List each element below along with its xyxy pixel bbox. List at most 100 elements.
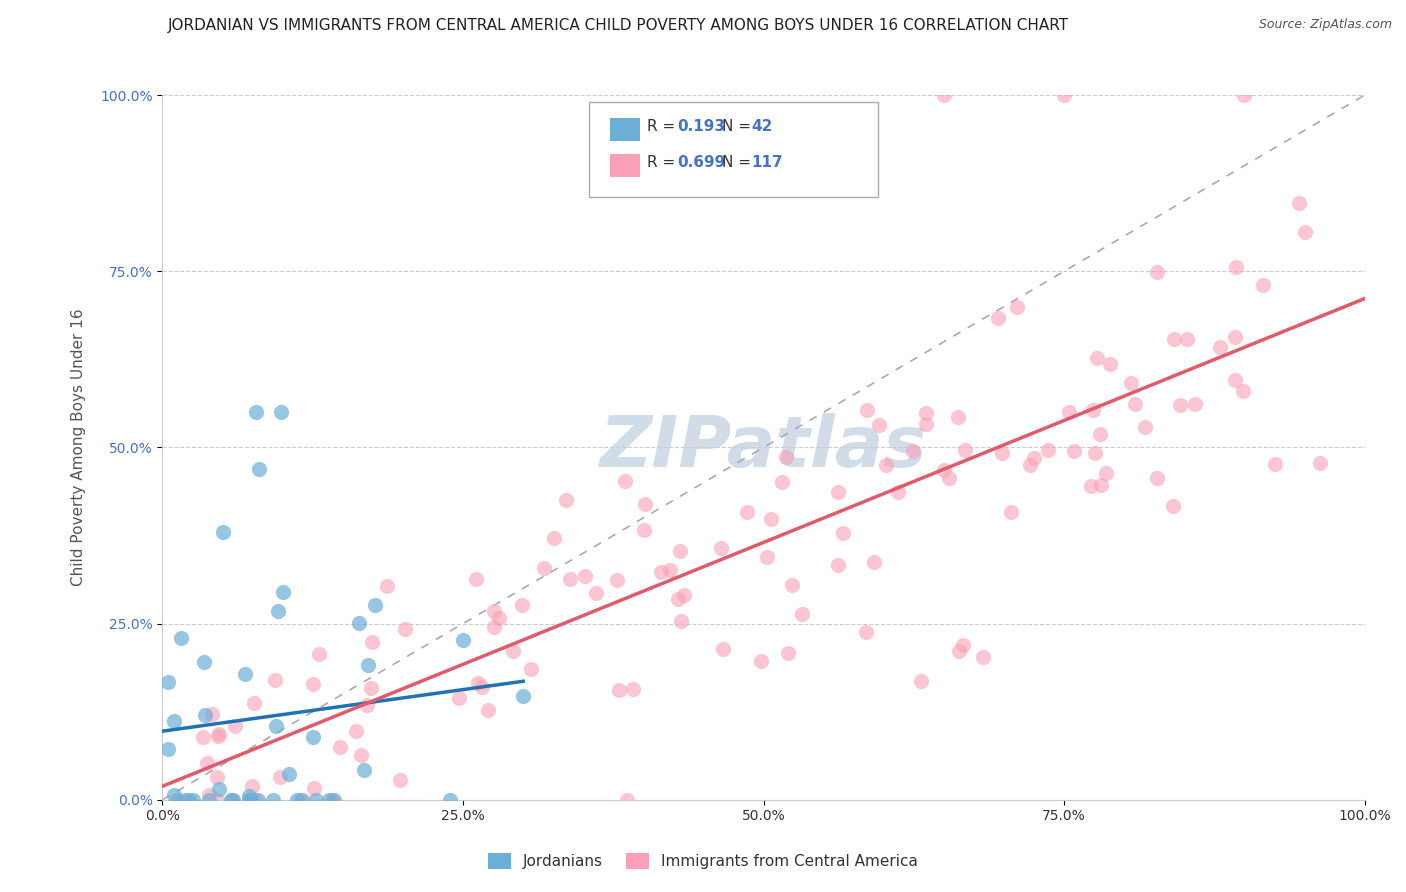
Text: N =: N = bbox=[721, 155, 751, 170]
Point bbox=[1053, 88, 1076, 103]
Point bbox=[1232, 384, 1254, 398]
Point bbox=[1184, 397, 1206, 411]
FancyBboxPatch shape bbox=[589, 103, 877, 197]
Point bbox=[735, 505, 758, 519]
Point bbox=[633, 523, 655, 537]
Point bbox=[193, 655, 215, 669]
Point bbox=[394, 622, 416, 636]
Point bbox=[465, 572, 488, 586]
Point bbox=[240, 793, 263, 807]
Point bbox=[1146, 471, 1168, 485]
Point bbox=[449, 690, 471, 705]
Point bbox=[1080, 479, 1102, 493]
Point bbox=[302, 780, 325, 795]
Point bbox=[991, 446, 1014, 460]
Point bbox=[555, 493, 578, 508]
Point bbox=[197, 789, 219, 803]
Point bbox=[938, 471, 960, 485]
Point bbox=[363, 598, 385, 612]
Point bbox=[1063, 444, 1085, 458]
Point bbox=[792, 607, 814, 621]
Point bbox=[510, 598, 533, 612]
Point bbox=[238, 789, 260, 803]
Point bbox=[606, 573, 628, 587]
Point bbox=[177, 793, 200, 807]
Point bbox=[1288, 195, 1310, 210]
Text: Source: ZipAtlas.com: Source: ZipAtlas.com bbox=[1258, 18, 1392, 31]
Point bbox=[193, 730, 215, 744]
Point bbox=[827, 484, 849, 499]
Point bbox=[621, 681, 644, 696]
Point bbox=[1161, 499, 1184, 513]
Point bbox=[955, 442, 977, 457]
Text: JORDANIAN VS IMMIGRANTS FROM CENTRAL AMERICA CHILD POVERTY AMONG BOYS UNDER 16 C: JORDANIAN VS IMMIGRANTS FROM CENTRAL AME… bbox=[169, 18, 1069, 33]
Text: 117: 117 bbox=[752, 155, 783, 170]
Point bbox=[181, 793, 204, 807]
Point bbox=[1095, 466, 1118, 480]
Point bbox=[1121, 376, 1143, 390]
Point bbox=[290, 793, 312, 807]
Point bbox=[353, 763, 375, 777]
Point bbox=[776, 646, 799, 660]
Point bbox=[270, 405, 292, 419]
Text: ZIPatlas: ZIPatlas bbox=[600, 413, 928, 482]
Point bbox=[658, 563, 681, 577]
Point bbox=[1007, 301, 1029, 315]
Point bbox=[201, 706, 224, 721]
Point bbox=[543, 531, 565, 545]
Point bbox=[267, 604, 290, 618]
Point bbox=[669, 614, 692, 628]
Point bbox=[329, 740, 352, 755]
Point bbox=[1163, 332, 1185, 346]
Text: 42: 42 bbox=[752, 120, 773, 135]
Point bbox=[318, 793, 340, 807]
Point bbox=[574, 569, 596, 583]
Text: R =: R = bbox=[647, 155, 675, 170]
Point bbox=[868, 417, 890, 432]
Point bbox=[932, 463, 955, 477]
Point bbox=[1123, 397, 1146, 411]
Text: N =: N = bbox=[721, 120, 751, 135]
Point bbox=[1000, 505, 1022, 519]
Point bbox=[470, 680, 492, 694]
Point bbox=[243, 696, 266, 710]
Point bbox=[827, 558, 849, 573]
Point bbox=[710, 541, 733, 555]
Point bbox=[262, 793, 284, 807]
Point bbox=[346, 724, 368, 739]
Point bbox=[166, 793, 188, 807]
Point bbox=[208, 726, 231, 740]
Point bbox=[1099, 357, 1122, 371]
Point bbox=[194, 707, 217, 722]
Point bbox=[614, 475, 637, 489]
Point bbox=[1024, 450, 1046, 465]
Point bbox=[205, 770, 228, 784]
Point bbox=[952, 638, 974, 652]
Point bbox=[347, 615, 370, 630]
Point bbox=[1251, 278, 1274, 293]
Point bbox=[585, 586, 607, 600]
Point bbox=[360, 635, 382, 649]
Point bbox=[235, 667, 257, 681]
Point bbox=[756, 550, 779, 565]
Point bbox=[558, 572, 581, 586]
Point bbox=[914, 406, 936, 420]
Point bbox=[277, 766, 299, 780]
Point bbox=[1294, 225, 1316, 239]
Y-axis label: Child Poverty Among Boys Under 16: Child Poverty Among Boys Under 16 bbox=[72, 309, 86, 586]
Point bbox=[901, 443, 924, 458]
Point bbox=[271, 585, 294, 599]
Legend: Jordanians, Immigrants from Central America: Jordanians, Immigrants from Central Amer… bbox=[482, 847, 924, 875]
Point bbox=[1090, 426, 1112, 441]
Text: 0.699: 0.699 bbox=[678, 155, 725, 170]
Point bbox=[519, 662, 541, 676]
Point bbox=[1309, 456, 1331, 470]
Point bbox=[512, 689, 534, 703]
Point bbox=[946, 409, 969, 424]
Point bbox=[302, 677, 325, 691]
Point bbox=[360, 681, 382, 696]
Point bbox=[972, 650, 994, 665]
Point bbox=[1225, 330, 1247, 344]
Point bbox=[987, 311, 1010, 326]
Point bbox=[856, 403, 879, 417]
